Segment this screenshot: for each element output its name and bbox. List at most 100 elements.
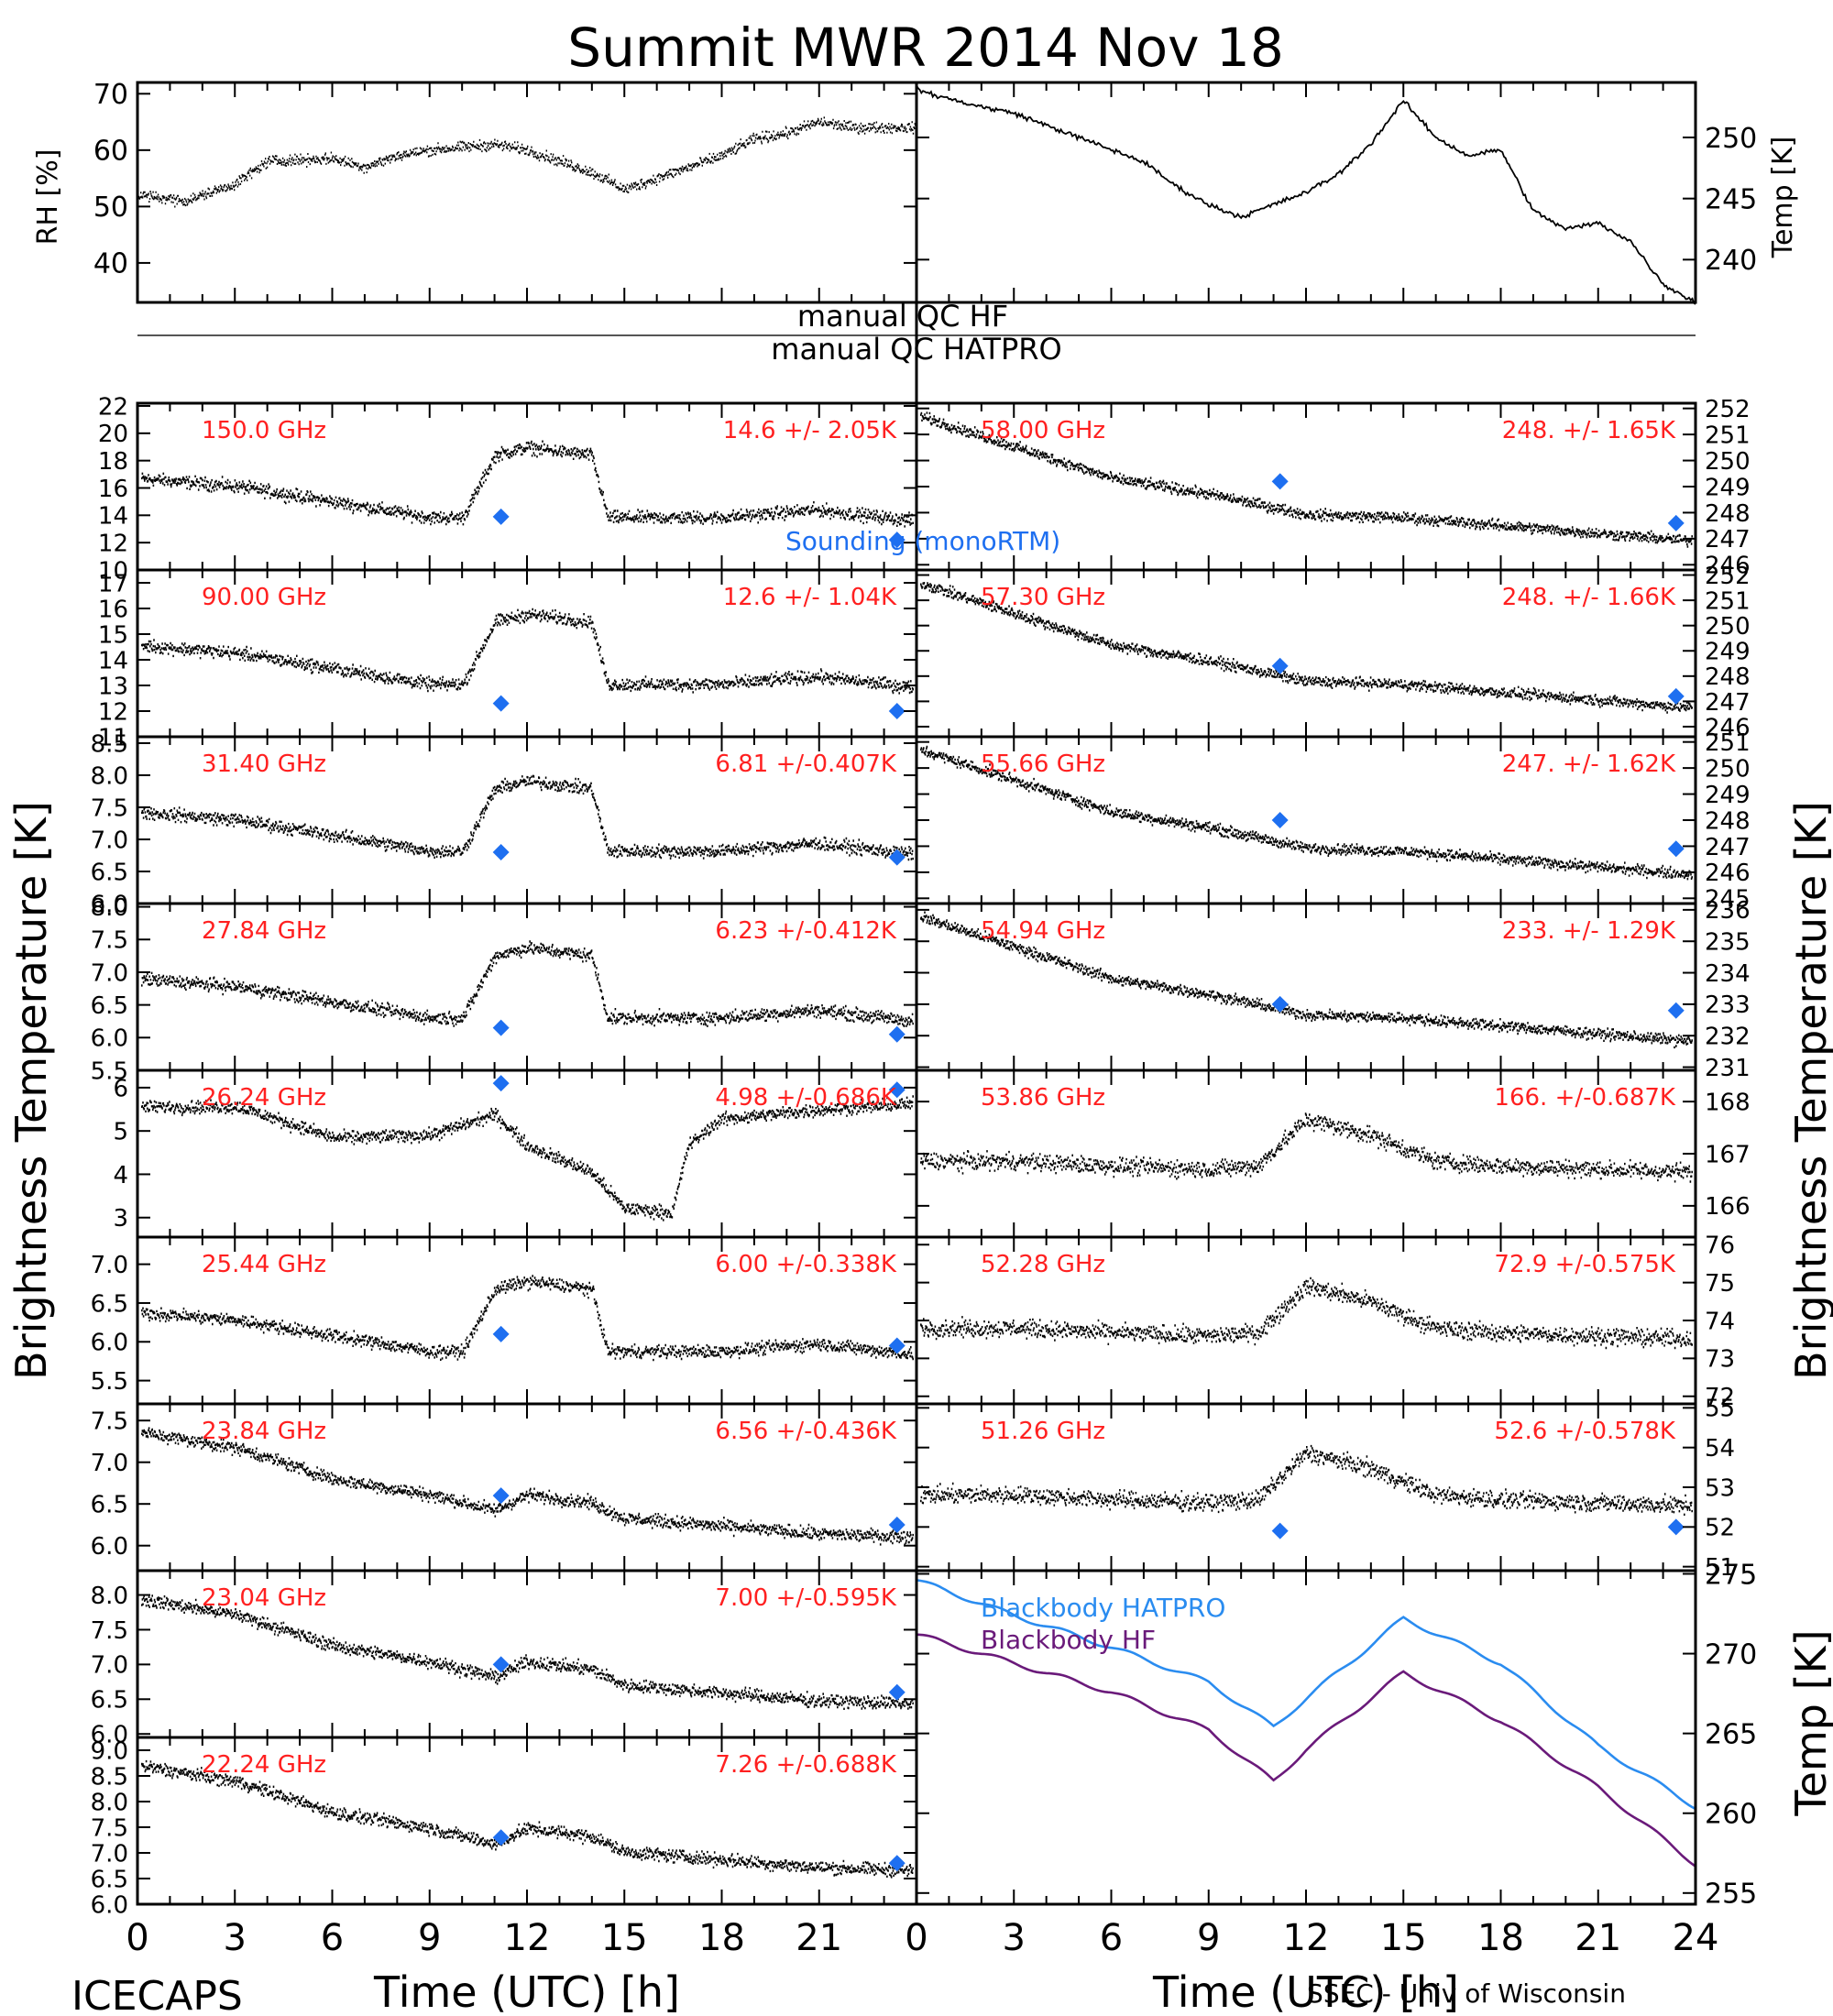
y-tick-label: 250 xyxy=(1705,448,1751,476)
channel-stat: 7.26 +/-0.688K xyxy=(715,1751,897,1779)
channel-frequency: 23.04 GHz xyxy=(202,1584,326,1612)
y-tick-label: 5.5 xyxy=(91,1368,128,1396)
y-tick-label: 60 xyxy=(93,136,128,168)
y-tick-label: 250 xyxy=(1705,755,1751,783)
sounding-marker xyxy=(1271,995,1289,1013)
x-tick-label: 3 xyxy=(1003,1917,1026,1959)
legend-blackbody-hatpro: Blackbody HATPRO xyxy=(981,1593,1225,1623)
y-tick-label: 250 xyxy=(1705,613,1751,641)
sounding-marker xyxy=(492,1829,510,1846)
y-tick-label: 245 xyxy=(1705,183,1757,215)
channel-frequency: 57.30 GHz xyxy=(981,584,1105,611)
channel-stat: 12.6 +/- 1.04K xyxy=(723,584,897,611)
y-tick-label: 8.0 xyxy=(91,1583,128,1610)
left-channel-panel: 6.0 6.5 7.0 7.5 8.0 23.04 GHz 7.00 +/-0.595K xyxy=(91,1569,918,1749)
y-tick-label: 250 xyxy=(1705,123,1757,155)
y-tick-label: 166 xyxy=(1705,1193,1751,1221)
channel-frequency: 55.66 GHz xyxy=(981,751,1105,778)
y-tick-label: 246 xyxy=(1705,714,1751,741)
sounding-marker xyxy=(492,1656,510,1673)
x-tick-label: 0 xyxy=(905,1917,927,1959)
y-tick-label: 4 xyxy=(113,1162,128,1189)
x-tick-label: 21 xyxy=(796,1917,842,1959)
x-tick-label: 6 xyxy=(321,1917,344,1959)
channel-stat: 14.6 +/- 2.05K xyxy=(723,417,897,444)
y-tick-label: 7.0 xyxy=(91,959,128,987)
channel-stat: 248. +/- 1.65K xyxy=(1502,417,1676,444)
y-tick-label: 233 xyxy=(1705,992,1751,1019)
y-tick-label: 11 xyxy=(98,724,128,751)
data-points xyxy=(141,1759,914,1879)
channel-stat: 6.23 +/-0.412K xyxy=(715,917,897,945)
y-tick-label: 270 xyxy=(1705,1638,1757,1671)
sounding-marker xyxy=(1667,840,1685,858)
y-tick-label: 248 xyxy=(1705,807,1751,835)
y-tick-label: 168 xyxy=(1705,1089,1751,1116)
y-tick-label: 252 xyxy=(1705,396,1751,423)
sounding-marker xyxy=(888,849,906,866)
sounding-marker xyxy=(492,1325,510,1342)
data-points xyxy=(920,582,1693,714)
sounding-marker xyxy=(888,1855,906,1872)
y-tick-label: 247 xyxy=(1705,834,1751,861)
y-tick-label: 252 xyxy=(1705,563,1751,590)
y-tick-label: 6.5 xyxy=(91,1866,128,1893)
data-points xyxy=(141,1427,914,1546)
y-tick-label: 12 xyxy=(98,531,128,558)
x-tick-label: 15 xyxy=(1380,1917,1427,1959)
y-tick-label: 248 xyxy=(1705,663,1751,691)
y-tick-label: 9.0 xyxy=(91,1737,128,1765)
sounding-marker xyxy=(888,1081,906,1099)
y-tick-label: 249 xyxy=(1705,782,1751,809)
data-points xyxy=(141,1594,914,1710)
data-points xyxy=(920,1444,1693,1516)
channel-frequency: 51.26 GHz xyxy=(981,1418,1105,1445)
channel-stat: 72.9 +/-0.575K xyxy=(1494,1251,1676,1278)
y-tick-label: 54 xyxy=(1705,1435,1735,1463)
data-points xyxy=(141,440,914,528)
data-points xyxy=(920,911,1693,1049)
data-points xyxy=(141,940,914,1027)
y-tick-label: 16 xyxy=(98,596,128,623)
y-tick-label: 7.0 xyxy=(91,1450,128,1477)
y-tick-label: 6.0 xyxy=(91,1891,128,1919)
sounding-marker xyxy=(1667,1002,1685,1019)
channel-stat: 247. +/- 1.62K xyxy=(1502,751,1676,778)
channel-stat: 4.98 +/-0.686K xyxy=(715,1084,897,1112)
left-channel-panel: 6.06.57.07.58.08.59.0 22.24 GHz 7.26 +/-0.… xyxy=(91,1736,918,1919)
y-tick-label: 251 xyxy=(1705,587,1751,615)
data-points xyxy=(141,1275,914,1362)
channel-frequency: 90.00 GHz xyxy=(202,584,326,611)
channel-stat: 233. +/- 1.29K xyxy=(1502,917,1676,945)
y-tick-label: 50 xyxy=(93,192,128,224)
y-tick-label: 12 xyxy=(98,698,128,726)
x-tick-label: 6 xyxy=(1100,1917,1123,1959)
channel-stat: 6.56 +/-0.436K xyxy=(715,1418,897,1445)
y-tick-label: 6.0 xyxy=(91,891,128,918)
channel-stat: 6.81 +/-0.407K xyxy=(715,751,897,778)
sounding-marker xyxy=(888,1337,906,1354)
blackbody-hf-line xyxy=(916,1633,1696,1868)
y-tick-label: 232 xyxy=(1705,1024,1751,1051)
y-tick-label: 247 xyxy=(1705,526,1751,553)
y-tick-label: 3 xyxy=(113,1205,128,1233)
y-tick-label: 245 xyxy=(1705,886,1751,914)
y-tick-label: 8.5 xyxy=(91,730,128,758)
y-tick-label: 10 xyxy=(98,557,128,585)
y-tick-label: 14 xyxy=(98,647,128,674)
y-tick-label: 7.5 xyxy=(91,927,128,955)
y-tick-label: 7.5 xyxy=(91,1617,128,1645)
channel-frequency: 53.86 GHz xyxy=(981,1084,1105,1112)
y-tick-label: 255 xyxy=(1705,1879,1757,1911)
legend-sounding: Sounding (monoRTM) xyxy=(785,526,1060,556)
blackbody-hatpro-line xyxy=(916,1579,1696,1811)
channel-frequency: 58.00 GHz xyxy=(981,417,1105,444)
x-tick-label: 0 xyxy=(126,1917,148,1959)
y-tick-label: 14 xyxy=(98,503,128,531)
y-tick-label: 260 xyxy=(1705,1799,1757,1831)
y-tick-label: 7.0 xyxy=(91,827,128,854)
x-tick-label: 12 xyxy=(504,1917,551,1959)
